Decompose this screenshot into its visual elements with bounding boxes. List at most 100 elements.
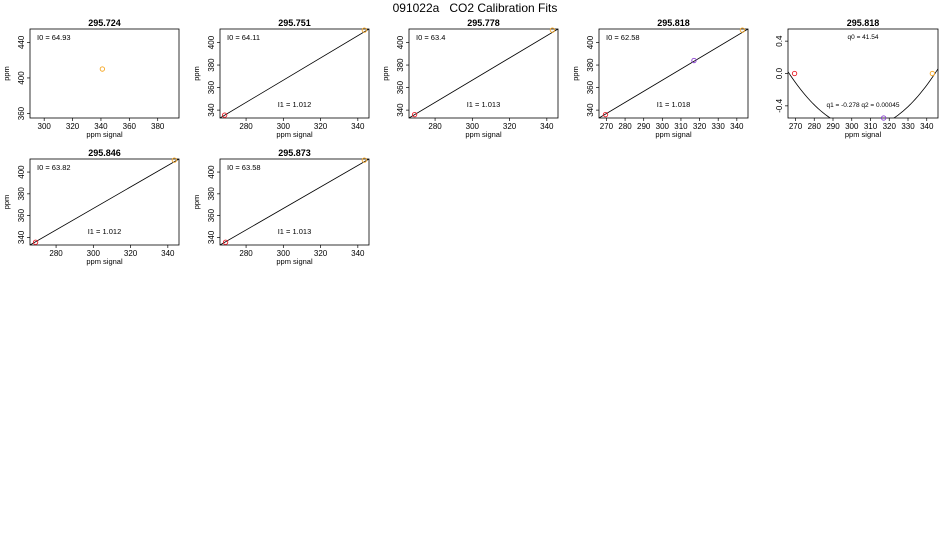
panel-4-ylabel: ppm (571, 66, 580, 81)
panel-5-ytick-label: -0.4 (775, 98, 784, 112)
panel-7-annotation: I1 = 1.013 (278, 227, 312, 236)
panel-7-point-red (222, 239, 229, 245)
panel-4-title: 295.818 (657, 18, 690, 28)
panel-1-ytick-label: 440 (17, 35, 26, 49)
panel-2-xtick-label: 300 (277, 122, 291, 131)
panel-2-ytick-label: 400 (207, 35, 216, 49)
panel-4-point-purple (691, 57, 697, 64)
panel-7-xtick-label: 280 (239, 249, 253, 258)
panel-4-fit-line (599, 29, 748, 118)
panel-3-xtick-label: 320 (503, 122, 517, 131)
panel-4-xtick-label: 320 (693, 122, 707, 131)
panel-7-fit-line (220, 159, 369, 245)
panel-6-ytick-label: 340 (17, 230, 26, 244)
panel-5-xtick-label: 310 (864, 122, 878, 131)
panel-4-point-red (602, 111, 609, 118)
panel-5-xtick-label: 330 (901, 122, 915, 131)
panel-6-frame (29, 158, 180, 246)
panel-2-xlabel: ppm signal (276, 130, 313, 139)
panel-3-xtick-label: 280 (428, 122, 442, 131)
panel-6-xlabel: ppm signal (86, 257, 123, 266)
panel-4-xtick-label: 330 (712, 122, 726, 131)
panel-4-frame (598, 28, 749, 119)
panel-6-point-red (32, 239, 39, 245)
panel-7-ytick-label: 340 (207, 230, 216, 244)
panel-4-xtick-label: 290 (637, 122, 651, 131)
panel-7-ytick-label: 380 (207, 187, 216, 201)
panel-3-frame (408, 28, 559, 119)
panel-1-xtick-label: 300 (38, 122, 52, 131)
panel-6-ytick-label: 380 (17, 187, 26, 201)
panel-4-ytick-label: 340 (586, 103, 595, 117)
panel-6-xtick-label: 340 (161, 249, 175, 258)
panel-4-point-orange (739, 27, 746, 33)
panel-1-annotation: I0 = 64.93 (37, 33, 71, 42)
panel-2-xtick-label: 340 (351, 122, 365, 131)
panel-3-ytick-label: 340 (396, 103, 405, 117)
panel-4-xtick-label: 300 (656, 122, 670, 131)
panel-1-ytick-label: 400 (17, 71, 26, 85)
panel-1-point-orange (99, 66, 106, 72)
panel-6-ytick-label: 360 (17, 208, 26, 222)
panel-5-point-red (791, 70, 798, 77)
panel-6-title: 295.846 (88, 148, 121, 158)
panel-2-fit-line (220, 29, 369, 118)
panel-5-ytick-label: 0.0 (775, 67, 784, 79)
panel-3-point-orange (549, 27, 556, 33)
panel-6-annotation: I0 = 63.82 (37, 163, 71, 172)
panel-2-ytick-label: 340 (207, 103, 216, 117)
panel-2-xtick-label: 320 (314, 122, 328, 131)
panel-7-title: 295.873 (278, 148, 311, 158)
panel-1-xtick-label: 320 (66, 122, 80, 131)
panel-3-annotation: I0 = 63.4 (416, 33, 445, 42)
panel-3-ylabel: ppm (381, 66, 390, 81)
panel-2-frame (219, 28, 370, 119)
panel-3-point-red (411, 111, 418, 118)
panel-6-ylabel: ppm (2, 195, 11, 210)
panel-7-point-orange (361, 157, 367, 163)
panel-7-frame (219, 158, 370, 246)
panel-5-xtick-label: 290 (826, 122, 840, 131)
panel-2-title: 295.751 (278, 18, 311, 28)
panel-2-ylabel: ppm (192, 66, 201, 81)
panel-5-ytick-label: 0.4 (775, 35, 784, 47)
panel-5-xtick-label: 320 (883, 122, 897, 131)
panel-5-xtick-label: 340 (920, 122, 934, 131)
panel-5-point-purple (880, 115, 887, 121)
panel-3-ytick-label: 360 (396, 80, 405, 94)
panel-2-xtick-label: 280 (239, 122, 253, 131)
panel-5-title: 295.818 (847, 18, 880, 28)
panel-1-xtick-label: 360 (123, 122, 137, 131)
panel-1-xtick-label: 340 (94, 122, 108, 131)
panel-6-ytick-label: 400 (17, 165, 26, 179)
panel-6-fit-line (30, 159, 179, 245)
panel-3-xlabel: ppm signal (465, 130, 502, 139)
panel-7-ylabel: ppm (192, 195, 201, 210)
panel-3-xtick-label: 300 (466, 122, 480, 131)
panel-2-ytick-label: 360 (207, 80, 216, 94)
panel-1-ytick-label: 360 (17, 106, 26, 120)
page-title: 091022a CO2 Calibration Fits (392, 1, 558, 15)
panel-4-xtick-label: 270 (600, 122, 614, 131)
panel-7-xtick-label: 340 (351, 249, 365, 258)
panel-4-annotation: I0 = 62.58 (606, 33, 640, 42)
panel-3-ytick-label: 380 (396, 58, 405, 72)
panel-5-annotation: q0 = 41.54 (848, 34, 879, 41)
panel-3-ytick-label: 400 (396, 35, 405, 49)
panel-7-xlabel: ppm signal (276, 257, 313, 266)
panel-2-point-orange (361, 27, 367, 33)
panel-6-xtick-label: 280 (49, 249, 63, 258)
panel-4-xlabel: ppm signal (655, 130, 692, 139)
panel-4-ytick-label: 400 (586, 35, 595, 49)
panel-7-annotation: I0 = 63.58 (227, 163, 261, 172)
panel-4-xtick-label: 340 (730, 122, 744, 131)
panel-7-xtick-label: 320 (314, 249, 328, 258)
panel-4-ytick-label: 380 (586, 58, 595, 72)
panel-7-ytick-label: 400 (207, 165, 216, 179)
panel-5-fit-curve (788, 68, 938, 118)
panel-5-xtick-label: 270 (789, 122, 803, 131)
panel-1-frame (29, 28, 180, 119)
panel-4-annotation: I1 = 1.018 (657, 100, 691, 109)
panel-4-xtick-label: 280 (618, 122, 632, 131)
